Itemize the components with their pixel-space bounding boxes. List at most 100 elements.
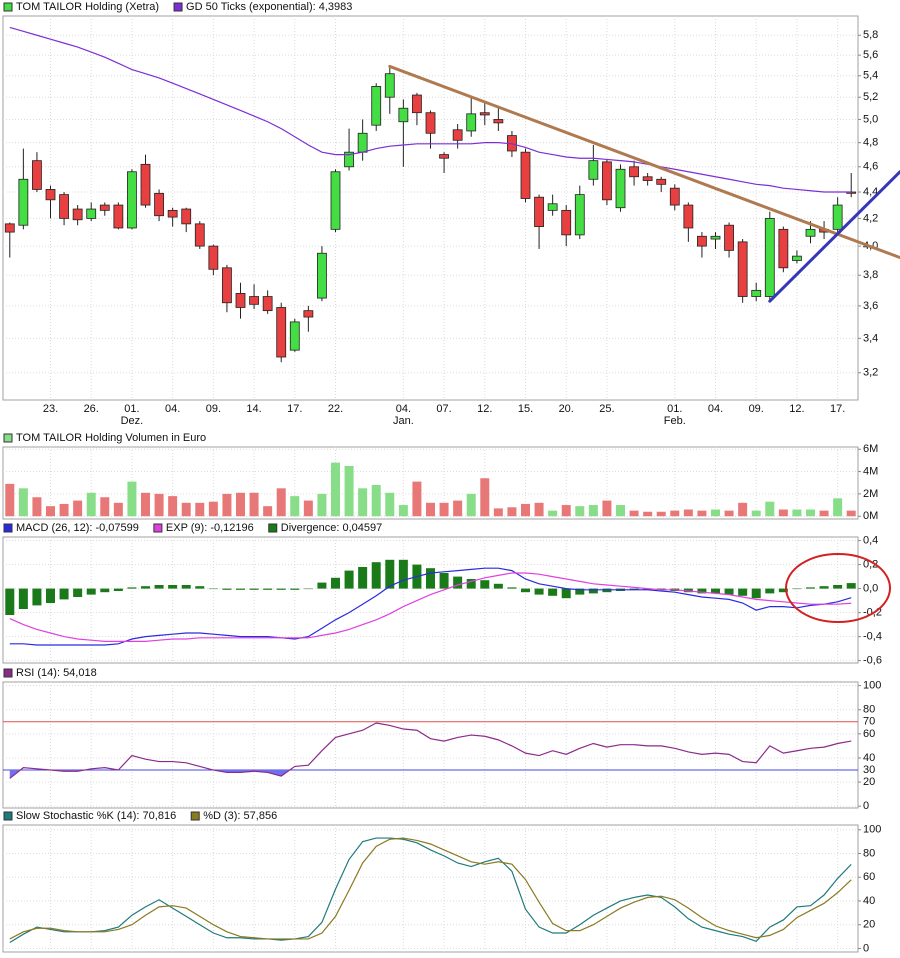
bar xyxy=(317,493,327,517)
candle-body xyxy=(303,310,314,318)
legend-swatch xyxy=(3,433,13,443)
bar xyxy=(398,505,408,517)
y-tick-label: 80 xyxy=(863,704,875,716)
x-tick-label: 09. xyxy=(749,403,764,415)
bar xyxy=(561,588,571,599)
legend-swatch xyxy=(153,523,163,533)
x-tick-label: 14. xyxy=(246,403,261,415)
bar xyxy=(833,585,843,589)
bar xyxy=(561,505,571,517)
bar xyxy=(276,588,286,590)
bar xyxy=(439,502,449,517)
bar xyxy=(59,503,69,517)
bar xyxy=(806,509,815,517)
y-tick-label: 4,2 xyxy=(863,212,878,224)
candle-body xyxy=(737,241,748,297)
x-tick-label: 23. xyxy=(43,403,58,415)
bar xyxy=(290,588,300,590)
candle-body xyxy=(588,160,599,180)
candle-body xyxy=(154,192,164,217)
candle-body xyxy=(493,119,504,124)
bar xyxy=(453,576,463,589)
bar xyxy=(724,588,734,595)
bar xyxy=(711,588,720,594)
series-line xyxy=(9,26,852,193)
bar xyxy=(833,498,843,517)
bar xyxy=(521,503,530,517)
y-tick-label: 0 xyxy=(863,800,869,812)
candle-body xyxy=(317,252,327,299)
candle-body xyxy=(4,223,15,233)
y-tick-label: 5,6 xyxy=(863,49,878,61)
legend-label: EXP (9): -0,12196 xyxy=(166,522,254,534)
bar xyxy=(778,588,788,593)
candle-body xyxy=(751,289,762,297)
bar xyxy=(73,588,83,597)
y-tick-label: 80 xyxy=(863,847,875,859)
x-tick-label: 22. xyxy=(328,403,343,415)
bar xyxy=(331,577,340,589)
bar xyxy=(181,502,191,517)
candle-body xyxy=(208,245,219,270)
bar xyxy=(846,583,856,589)
x-month-label: Feb. xyxy=(664,415,686,427)
legend-swatch xyxy=(3,811,13,821)
candle-body xyxy=(99,204,110,211)
candle-body xyxy=(697,235,707,247)
bar xyxy=(792,509,802,517)
bar xyxy=(656,511,666,517)
bar xyxy=(263,588,273,590)
candle-body xyxy=(344,151,354,168)
y-tick-label: 60 xyxy=(863,871,875,883)
candle-body xyxy=(602,161,612,201)
x-tick-label: 01. xyxy=(124,403,139,415)
candle-body xyxy=(72,208,83,221)
bar xyxy=(480,580,490,589)
bar xyxy=(534,588,544,595)
bar xyxy=(819,586,829,589)
legend-label: %D (3): 57,856 xyxy=(203,810,277,822)
bar xyxy=(439,573,449,589)
y-tick-label: 100 xyxy=(863,680,881,692)
candle-body xyxy=(792,255,802,261)
y-tick-label: 5,2 xyxy=(863,91,878,103)
bar xyxy=(127,481,137,517)
candle-body xyxy=(764,218,775,297)
bar xyxy=(426,502,435,517)
x-tick-label: 26. xyxy=(84,403,99,415)
candle-body xyxy=(262,296,273,312)
y-tick-label: 40 xyxy=(863,895,875,907)
candle-body xyxy=(439,154,449,159)
x-tick-label: 09. xyxy=(206,403,221,415)
bar xyxy=(168,496,178,517)
bar xyxy=(738,588,748,596)
bar xyxy=(263,506,273,517)
bar xyxy=(113,502,123,517)
y-tick-label: 0,2 xyxy=(863,559,878,571)
candle-body xyxy=(778,228,789,269)
candle-body xyxy=(452,129,463,141)
candle-body xyxy=(534,196,544,227)
bar xyxy=(724,510,734,517)
candle-body xyxy=(384,73,395,98)
bar xyxy=(588,505,598,517)
candle-body xyxy=(547,203,558,211)
candle-body xyxy=(724,224,734,251)
bar xyxy=(453,500,463,517)
bar xyxy=(548,588,558,596)
bar xyxy=(168,585,178,589)
candle-body xyxy=(805,228,816,237)
y-tick-label: 40 xyxy=(863,752,875,764)
bar xyxy=(303,588,313,590)
bar xyxy=(100,497,110,517)
bar xyxy=(697,588,707,594)
candle-body xyxy=(181,208,192,225)
bar xyxy=(507,507,517,517)
bar xyxy=(412,481,422,517)
y-tick-label: 0,4 xyxy=(863,535,878,547)
bar xyxy=(493,508,503,517)
bar xyxy=(751,588,761,599)
candle-body xyxy=(235,293,246,308)
